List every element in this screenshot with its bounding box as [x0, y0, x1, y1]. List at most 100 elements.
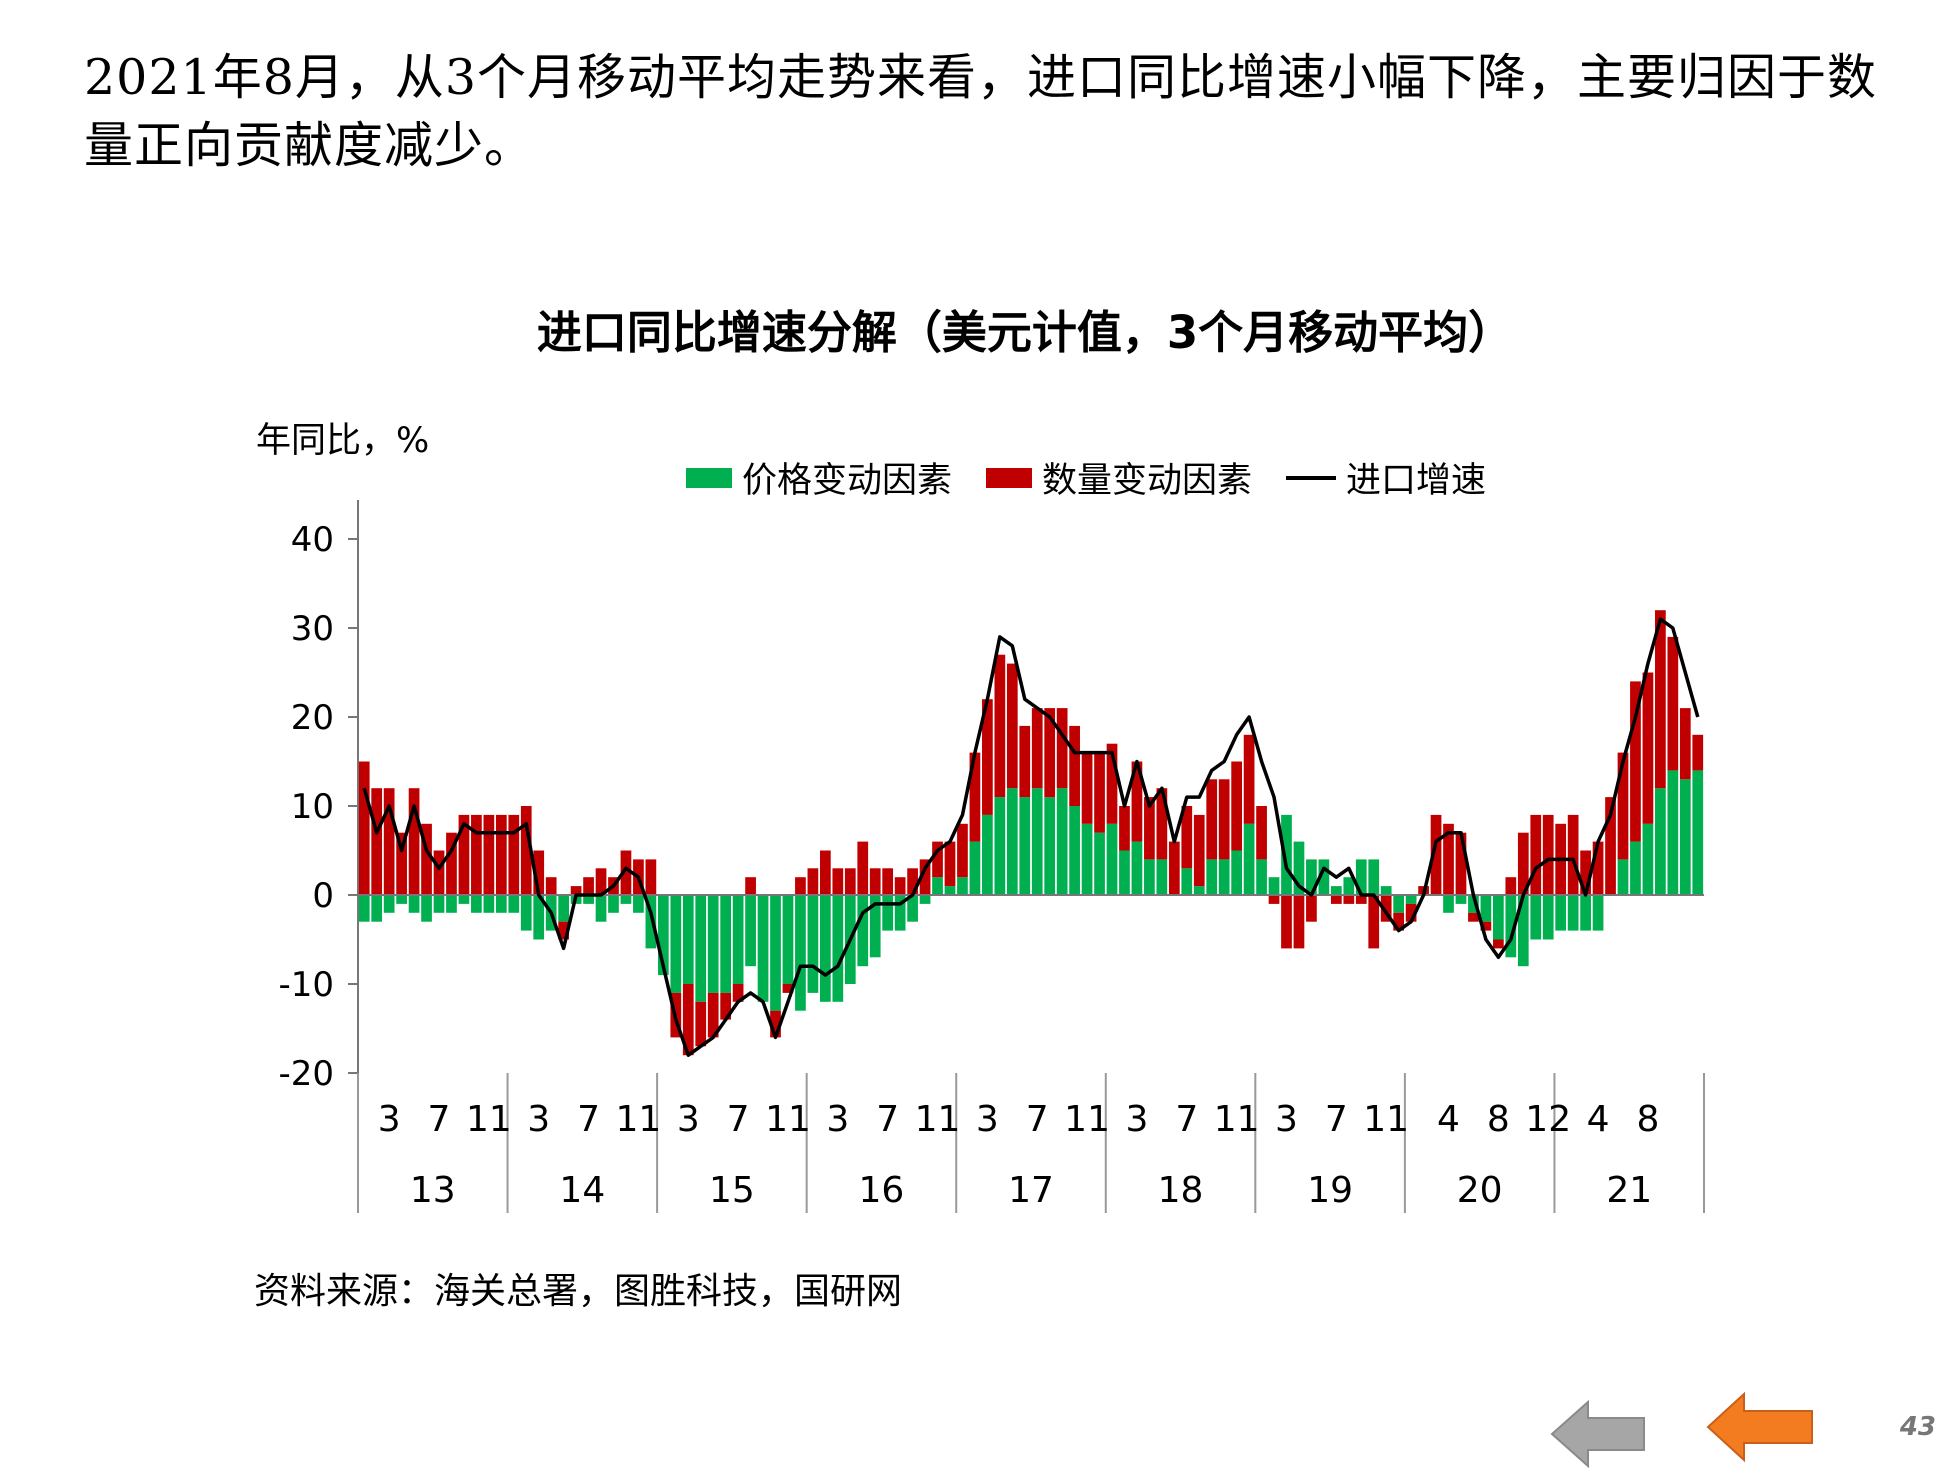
next-slide-button[interactable]	[1704, 1390, 1816, 1464]
price-bar	[707, 895, 719, 993]
month-tick-label: 3	[1125, 1099, 1148, 1140]
quantity-bar	[358, 761, 370, 895]
quantity-bar	[458, 814, 470, 895]
quantity-bar	[820, 850, 831, 895]
price-bar	[1231, 850, 1242, 895]
quantity-bar	[1156, 788, 1168, 860]
quantity-bar	[1268, 895, 1280, 904]
price-bar	[645, 895, 657, 949]
price-bar	[1530, 895, 1542, 940]
quantity-bar	[1617, 752, 1629, 860]
y-tick-label: 10	[291, 787, 334, 827]
y-tick-label: 40	[291, 520, 334, 560]
quantity-bar	[570, 886, 582, 895]
quantity-bar	[882, 868, 894, 895]
month-tick-label: 3	[677, 1099, 700, 1140]
quantity-bar	[1193, 814, 1205, 887]
price-bar	[957, 877, 968, 895]
price-bar	[732, 895, 744, 984]
price-bar	[1044, 797, 1056, 895]
price-bar	[1443, 895, 1454, 913]
price-bar	[1056, 788, 1068, 895]
price-bar	[1555, 895, 1567, 931]
quantity-bar	[1393, 912, 1405, 931]
price-bar	[1580, 895, 1591, 931]
price-bar	[969, 841, 981, 895]
price-bar	[795, 895, 806, 1011]
price-bar	[471, 895, 482, 913]
quantity-bar	[1131, 761, 1143, 842]
quantity-bar	[1306, 895, 1317, 922]
quantity-bar	[695, 1001, 707, 1047]
quantity-bar	[1692, 734, 1704, 771]
quantity-bar	[944, 841, 956, 887]
price-bar	[1106, 823, 1118, 895]
year-label: 15	[709, 1170, 755, 1211]
quantity-bar	[1243, 734, 1255, 824]
quantity-bar	[732, 984, 744, 1002]
price-bar	[894, 895, 906, 931]
quantity-bar	[957, 823, 968, 878]
quantity-bar	[1031, 708, 1043, 789]
prev-slide-button[interactable]	[1548, 1398, 1648, 1470]
year-label: 14	[559, 1170, 605, 1211]
quantity-bar	[1206, 779, 1218, 860]
quantity-bar	[1455, 832, 1467, 895]
price-bar	[1692, 770, 1704, 895]
price-bar	[1256, 859, 1267, 895]
price-bar	[1006, 788, 1018, 895]
quantity-bar	[508, 814, 520, 895]
quantity-bar	[1630, 681, 1641, 842]
quantity-bar	[471, 814, 482, 895]
price-bar	[1330, 886, 1342, 895]
price-bar	[720, 895, 732, 993]
quantity-bar	[795, 877, 806, 895]
price-bar	[421, 895, 432, 922]
quantity-bar	[770, 1010, 781, 1038]
quantity-bar	[857, 841, 869, 895]
month-tick-label: 3	[826, 1099, 849, 1140]
price-bar	[1667, 770, 1679, 895]
quantity-bar	[483, 814, 495, 895]
price-bar	[1505, 895, 1517, 958]
price-bar	[757, 895, 769, 1002]
y-axis-label: 年同比，%	[256, 421, 430, 461]
price-bar	[670, 895, 682, 993]
price-bar	[1306, 859, 1317, 895]
price-bar	[1156, 859, 1168, 895]
month-tick-label: 3	[527, 1099, 550, 1140]
price-bar	[1268, 877, 1280, 895]
y-tick-label: 0	[312, 876, 334, 916]
month-tick-label: 3	[1275, 1099, 1298, 1140]
price-bar	[1181, 868, 1193, 895]
month-tick-label: 4	[1587, 1099, 1610, 1140]
price-bar	[907, 895, 918, 922]
month-tick-label: 11	[1363, 1099, 1409, 1140]
quantity-bar	[1642, 672, 1654, 824]
quantity-bar	[1542, 814, 1554, 895]
price-bar	[782, 895, 794, 984]
quantity-bar	[1679, 708, 1691, 780]
price-bar	[1144, 859, 1155, 895]
price-bar	[383, 895, 395, 913]
source-note: 资料来源：海关总署，图胜科技，国研网	[254, 1271, 903, 1312]
legend-item-quantity: 数量变动因素	[986, 452, 1252, 503]
quantity-bar	[932, 841, 943, 878]
legend-label-price: 价格变动因素	[742, 461, 953, 501]
quantity-bar	[1293, 895, 1305, 949]
quantity-bar	[1667, 636, 1679, 771]
quantity-bar	[533, 850, 545, 895]
quantity-bar	[1144, 797, 1155, 860]
price-bar	[982, 814, 993, 895]
month-tick-label: 7	[1325, 1099, 1348, 1140]
quantity-bar	[1044, 708, 1056, 798]
price-bar	[620, 895, 632, 904]
quantity-bar	[1405, 903, 1417, 922]
price-bar	[882, 895, 894, 931]
month-tick-label: 11	[616, 1099, 662, 1140]
legend-item-price: 价格变动因素	[686, 452, 952, 503]
price-bar	[595, 895, 607, 922]
quantity-bar	[1218, 779, 1230, 860]
price-bar	[520, 895, 532, 931]
